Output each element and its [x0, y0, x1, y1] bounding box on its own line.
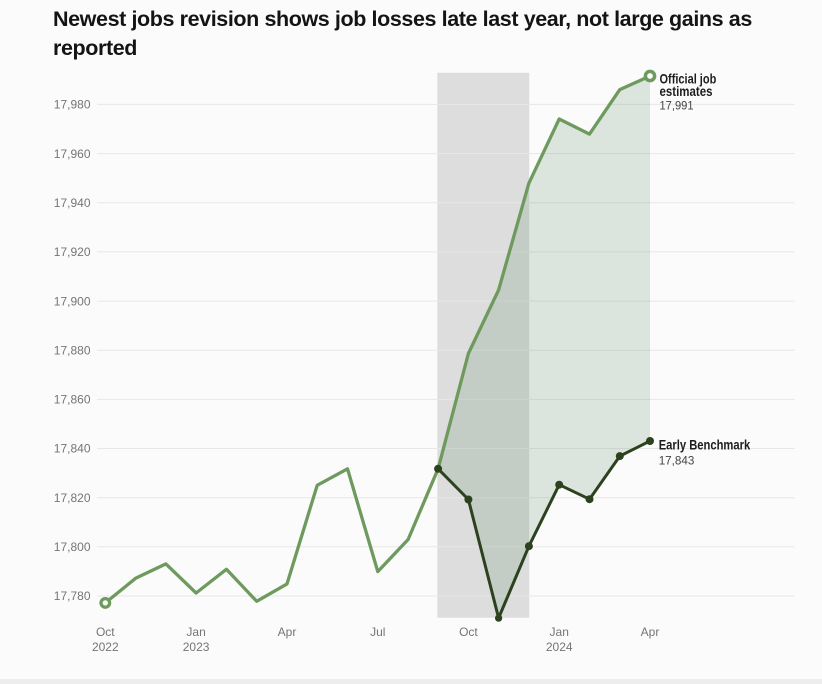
svg-text:17,980: 17,980 [54, 98, 91, 112]
svg-text:17,820: 17,820 [54, 491, 91, 505]
svg-text:Early Benchmark: Early Benchmark [659, 437, 751, 452]
svg-text:2023: 2023 [183, 640, 210, 654]
svg-text:Official job: Official job [660, 72, 717, 87]
svg-text:17,780: 17,780 [54, 589, 91, 603]
svg-text:Jan: Jan [186, 625, 205, 639]
svg-text:17,840: 17,840 [54, 442, 91, 456]
svg-text:17,991: 17,991 [660, 99, 694, 113]
svg-text:17,800: 17,800 [54, 540, 91, 554]
svg-text:Jan: Jan [550, 625, 569, 639]
svg-text:2022: 2022 [92, 640, 119, 654]
svg-text:Jul: Jul [370, 625, 385, 639]
svg-text:17,940: 17,940 [54, 196, 91, 210]
svg-text:estimates: estimates [660, 84, 713, 99]
svg-text:17,880: 17,880 [54, 343, 91, 357]
svg-text:17,920: 17,920 [54, 245, 91, 259]
svg-text:Oct: Oct [96, 625, 115, 639]
svg-text:17,843: 17,843 [659, 454, 695, 468]
svg-text:Apr: Apr [278, 625, 297, 639]
svg-text:2024: 2024 [546, 640, 573, 654]
svg-text:17,960: 17,960 [54, 147, 91, 161]
svg-text:17,860: 17,860 [54, 393, 91, 407]
svg-text:17,900: 17,900 [54, 294, 91, 308]
svg-text:Apr: Apr [641, 625, 660, 639]
svg-text:Oct: Oct [459, 625, 478, 639]
